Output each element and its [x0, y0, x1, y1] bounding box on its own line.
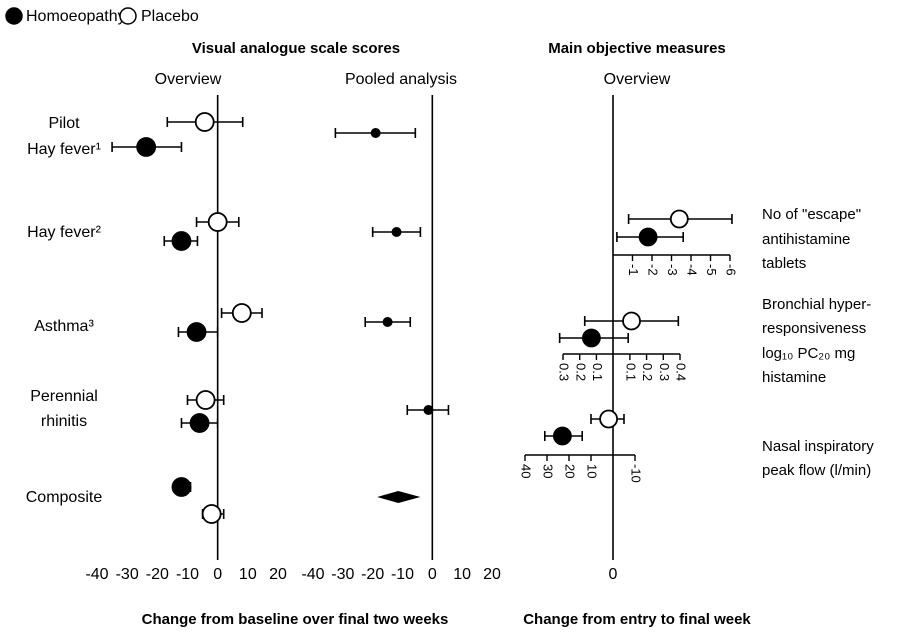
x-tick-label: 10 — [453, 566, 471, 583]
x-axis-label: Change from entry to final week — [523, 611, 751, 628]
x-tick-label: 40 — [519, 464, 534, 478]
marker — [669, 209, 689, 229]
group-title: Visual analogue scale scores — [192, 40, 400, 57]
marker — [207, 212, 228, 232]
x-tick-label: 0.4 — [674, 363, 689, 381]
category-label: rhinitis — [41, 413, 87, 430]
x-tick-label: 20 — [563, 464, 578, 478]
diamond — [377, 491, 421, 503]
x-tick-label: 0.3 — [557, 363, 572, 381]
x-tick-label: -1 — [626, 264, 641, 276]
marker — [231, 303, 252, 323]
x-tick-label: -40 — [85, 566, 108, 583]
marker — [189, 413, 210, 433]
category-label: Hay fever¹ — [27, 141, 101, 158]
measure-label: Bronchial hyper- — [762, 296, 871, 313]
x-tick-label: 20 — [269, 566, 287, 583]
marker — [194, 112, 215, 132]
panel-title: Overview — [155, 71, 222, 88]
marker — [582, 328, 601, 348]
x-tick-label: -5 — [704, 264, 719, 276]
measure-label: histamine — [762, 369, 826, 386]
x-tick-label: -2 — [646, 264, 661, 276]
group-title: Main objective measures — [548, 40, 726, 57]
marker — [622, 311, 641, 331]
x-tick-label: 0.3 — [657, 363, 672, 381]
x-tick-label: 0.1 — [590, 363, 605, 381]
marker — [201, 504, 222, 524]
x-tick-label: -40 — [301, 566, 324, 583]
x-tick-label: 0 — [609, 566, 618, 583]
x-axis-label: Change from baseline over final two week… — [142, 611, 449, 628]
x-tick-label: -20 — [361, 566, 384, 583]
x-tick-label: -10 — [391, 566, 414, 583]
x-tick-label: -20 — [146, 566, 169, 583]
marker — [195, 390, 216, 410]
marker — [391, 227, 402, 237]
x-tick-label: 0.2 — [640, 363, 655, 381]
x-tick-label: -30 — [331, 566, 354, 583]
x-tick-label: 0.1 — [623, 363, 638, 381]
x-tick-label: 20 — [483, 566, 501, 583]
x-tick-label: 10 — [585, 464, 600, 478]
measure-label: responsiveness — [762, 320, 866, 337]
category-label: Asthma³ — [34, 318, 94, 335]
x-tick-label: 30 — [541, 464, 556, 478]
marker — [638, 227, 658, 247]
legend-label: Placebo — [141, 8, 199, 25]
marker — [171, 231, 192, 251]
category-label: Hay fever² — [27, 224, 101, 241]
panel-title: Overview — [604, 71, 671, 88]
x-tick-label: -30 — [116, 566, 139, 583]
measure-label: peak flow (l/min) — [762, 462, 871, 479]
x-tick-label: -10 — [629, 464, 644, 483]
measure-label: No of "escape" — [762, 206, 861, 223]
x-tick-label: -6 — [724, 264, 739, 276]
category-label: Composite — [26, 489, 103, 506]
x-tick-label: -4 — [685, 264, 700, 276]
measure-label: log₁₀ PC₂₀ mg — [762, 345, 855, 362]
marker — [553, 426, 572, 446]
marker — [171, 477, 192, 497]
panel-title: Pooled analysis — [345, 71, 457, 88]
measure-label: antihistamine — [762, 231, 850, 248]
x-tick-label: 0.2 — [573, 363, 588, 381]
legend-marker — [5, 7, 23, 25]
x-tick-label: 10 — [239, 566, 257, 583]
x-tick-label: -10 — [176, 566, 199, 583]
category-label: Perennial — [30, 388, 98, 405]
marker — [370, 128, 381, 138]
measure-label: Nasal inspiratory — [762, 438, 874, 455]
x-tick-label: 0 — [213, 566, 222, 583]
marker — [423, 405, 434, 415]
marker — [599, 409, 618, 429]
legend-label: Homoeopathy — [26, 8, 126, 25]
legend-marker — [119, 7, 137, 25]
marker — [136, 137, 157, 157]
marker — [186, 322, 207, 342]
x-tick-label: 0 — [428, 566, 437, 583]
category-label: Pilot — [48, 115, 80, 132]
marker — [382, 317, 393, 327]
measure-label: tablets — [762, 255, 806, 272]
x-tick-label: -3 — [665, 264, 680, 276]
